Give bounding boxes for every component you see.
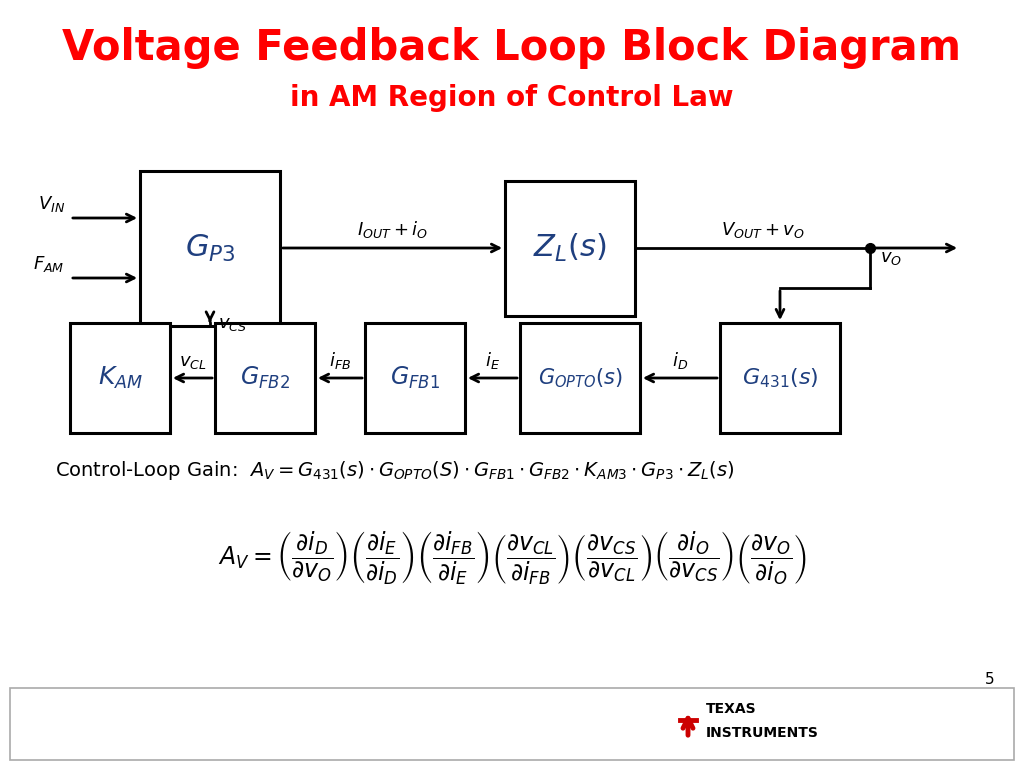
Bar xyxy=(505,180,635,316)
Text: $i_{FB}$: $i_{FB}$ xyxy=(329,350,351,371)
Text: $G_{431}(s)$: $G_{431}(s)$ xyxy=(741,366,818,390)
Text: $v_O$: $v_O$ xyxy=(880,249,902,267)
Bar xyxy=(215,323,315,433)
Text: Voltage Feedback Loop Block Diagram: Voltage Feedback Loop Block Diagram xyxy=(62,27,962,69)
Text: $G_{FB1}$: $G_{FB1}$ xyxy=(390,365,440,391)
Text: $I_{OUT} + i_O$: $I_{OUT} + i_O$ xyxy=(357,219,428,240)
Text: $F_{AM}$: $F_{AM}$ xyxy=(34,254,65,274)
Bar xyxy=(10,688,1014,760)
Text: $v_{CS}$: $v_{CS}$ xyxy=(218,315,247,333)
Text: $G_{OPTO}(s)$: $G_{OPTO}(s)$ xyxy=(538,366,623,390)
Bar xyxy=(365,323,465,433)
Bar xyxy=(520,323,640,433)
Text: Control-Loop Gain:  $A_V = G_{431}(s) \cdot G_{OPTO}(S) \cdot G_{FB1} \cdot G_{F: Control-Loop Gain: $A_V = G_{431}(s) \cd… xyxy=(55,458,734,482)
Text: INSTRUMENTS: INSTRUMENTS xyxy=(706,726,819,740)
Text: $K_{AM}$: $K_{AM}$ xyxy=(97,365,142,391)
Text: $G_{P3}$: $G_{P3}$ xyxy=(184,233,236,263)
Text: $G_{FB2}$: $G_{FB2}$ xyxy=(240,365,290,391)
Text: 5: 5 xyxy=(985,673,995,687)
Text: $V_{OUT} + v_O$: $V_{OUT} + v_O$ xyxy=(721,220,805,240)
Bar xyxy=(720,323,840,433)
Text: $V_{IN}$: $V_{IN}$ xyxy=(38,194,65,214)
Text: $A_V = \left(\dfrac{\partial i_D}{\partial v_O}\right)\left(\dfrac{\partial i_E}: $A_V = \left(\dfrac{\partial i_D}{\parti… xyxy=(217,529,807,587)
Text: $v_{CL}$: $v_{CL}$ xyxy=(178,353,207,371)
Text: TEXAS: TEXAS xyxy=(706,702,757,716)
Text: $i_D$: $i_D$ xyxy=(672,350,688,371)
Bar xyxy=(70,323,170,433)
Text: $i_E$: $i_E$ xyxy=(485,350,500,371)
Bar xyxy=(140,170,280,326)
Text: in AM Region of Control Law: in AM Region of Control Law xyxy=(290,84,734,112)
Text: $Z_L(s)$: $Z_L(s)$ xyxy=(534,232,606,264)
